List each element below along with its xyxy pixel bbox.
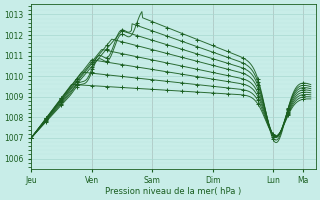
X-axis label: Pression niveau de la mer( hPa ): Pression niveau de la mer( hPa ) <box>105 187 242 196</box>
